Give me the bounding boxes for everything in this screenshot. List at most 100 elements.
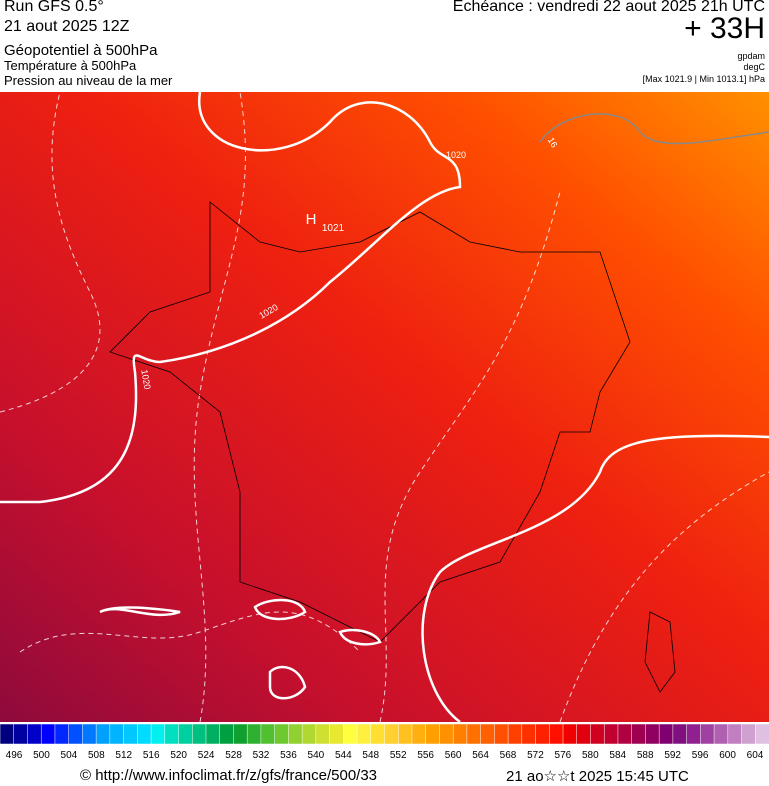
legend-label: 548 <box>362 750 379 761</box>
legend-label: 536 <box>280 750 297 761</box>
temperature-isolines <box>0 92 769 722</box>
legend-label: 604 <box>747 750 764 761</box>
legend-label: 496 <box>6 750 23 761</box>
map-label: 16 <box>546 136 560 150</box>
legend-swatch <box>741 724 757 745</box>
valid-time: Echéance : vendredi 22 aout 2025 21h UTC <box>452 0 765 15</box>
legend-swatch <box>301 724 317 745</box>
legend-swatch <box>672 724 688 745</box>
legend-label: 584 <box>609 750 626 761</box>
legend-label: 544 <box>335 750 352 761</box>
legend-swatch <box>631 724 647 745</box>
legend-swatch <box>13 724 29 745</box>
legend-swatch <box>755 724 769 745</box>
range-label: [Max 1021.9 | Min 1013.1] hPa <box>642 74 765 84</box>
legend-label: 504 <box>61 750 78 761</box>
legend-label: 520 <box>170 750 187 761</box>
legend-swatch <box>562 724 578 745</box>
map-label: 1020 <box>446 150 466 160</box>
legend-swatch <box>617 724 633 745</box>
legend-swatch <box>713 724 729 745</box>
map-label: H <box>306 211 317 228</box>
legend-label: 540 <box>308 750 325 761</box>
legend-swatch <box>288 724 303 745</box>
legend-swatch <box>356 724 372 745</box>
legend-swatch <box>164 724 180 745</box>
legend-swatch <box>109 724 125 745</box>
legend-swatch <box>54 724 70 745</box>
legend-swatch <box>480 724 496 745</box>
legend-swatch <box>452 724 468 745</box>
run-title: Run GFS 0.5° <box>4 0 104 15</box>
legend-label: 564 <box>472 750 489 761</box>
field-title: Géopotentiel à 500hPa <box>4 42 158 59</box>
legend-swatch <box>205 724 221 745</box>
legend-label: 572 <box>527 750 544 761</box>
legend-swatch <box>246 724 262 745</box>
legend-swatch <box>686 724 702 745</box>
legend-swatch <box>645 724 660 745</box>
legend-swatch <box>494 724 509 745</box>
legend-label: 528 <box>225 750 242 761</box>
legend-swatch <box>549 724 564 745</box>
field-title: Température à 500hPa <box>4 58 137 73</box>
legend-swatch <box>260 724 276 745</box>
unit-label: gpdam <box>737 51 765 61</box>
legend-label: 560 <box>445 750 462 761</box>
legend-swatch <box>178 724 193 745</box>
legend-swatch <box>95 724 111 745</box>
legend-swatch <box>233 724 248 745</box>
legend-label: 596 <box>692 750 709 761</box>
legend-label: 508 <box>88 750 105 761</box>
legend-swatch <box>700 724 715 745</box>
legend-swatch <box>274 724 290 745</box>
map-label: 1020 <box>139 369 152 390</box>
legend-swatch <box>0 724 15 745</box>
coastlines <box>109 201 676 693</box>
field-title: Pression au niveau de la mer <box>4 73 173 88</box>
source-url: © http://www.infoclimat.fr/z/gfs/france/… <box>80 767 378 784</box>
legend-label: 512 <box>115 750 132 761</box>
pressure-isobars <box>0 92 769 722</box>
legend-swatch <box>658 724 674 745</box>
timestamp: 21 ao☆☆t 2025 15:45 UTC <box>506 768 689 785</box>
legend-swatch <box>411 724 427 745</box>
unit-label: degC <box>743 62 765 72</box>
temperature-isoline <box>539 113 769 145</box>
legend-swatch <box>576 724 592 745</box>
legend-swatch <box>466 724 482 745</box>
legend-swatch <box>27 724 42 745</box>
legend-label: 576 <box>555 750 572 761</box>
legend-swatch <box>590 724 605 745</box>
legend-label: 516 <box>143 750 160 761</box>
field-fill <box>0 92 769 722</box>
legend-label: 568 <box>500 750 517 761</box>
legend-swatch <box>329 724 345 745</box>
legend-swatch <box>521 724 537 745</box>
legend-swatch <box>425 724 441 745</box>
legend-swatch <box>82 724 97 745</box>
legend-label: 552 <box>390 750 407 761</box>
legend-label: 588 <box>637 750 654 761</box>
color-legend: 496 500 504 508 512 516 520 524 528 532 536 540 544 5… <box>0 724 769 761</box>
legend-label: 500 <box>33 750 50 761</box>
legend-swatch <box>219 724 235 745</box>
legend-swatch <box>384 724 399 745</box>
legend-swatch <box>40 724 56 745</box>
legend-label: 556 <box>417 750 434 761</box>
map-label: 1021 <box>322 223 345 234</box>
legend-swatch <box>507 724 523 745</box>
legend-swatch <box>343 724 358 745</box>
legend-swatch <box>397 724 413 745</box>
run-date: 21 aout 2025 12Z <box>4 18 130 35</box>
lead-time: + 33H <box>684 12 765 45</box>
legend-swatch <box>727 724 743 745</box>
legend-swatch <box>535 724 551 745</box>
legend-swatch <box>137 724 152 745</box>
legend-label: 532 <box>253 750 270 761</box>
legend-swatch <box>192 724 207 745</box>
legend-swatch <box>439 724 454 745</box>
legend-swatch <box>603 724 619 745</box>
